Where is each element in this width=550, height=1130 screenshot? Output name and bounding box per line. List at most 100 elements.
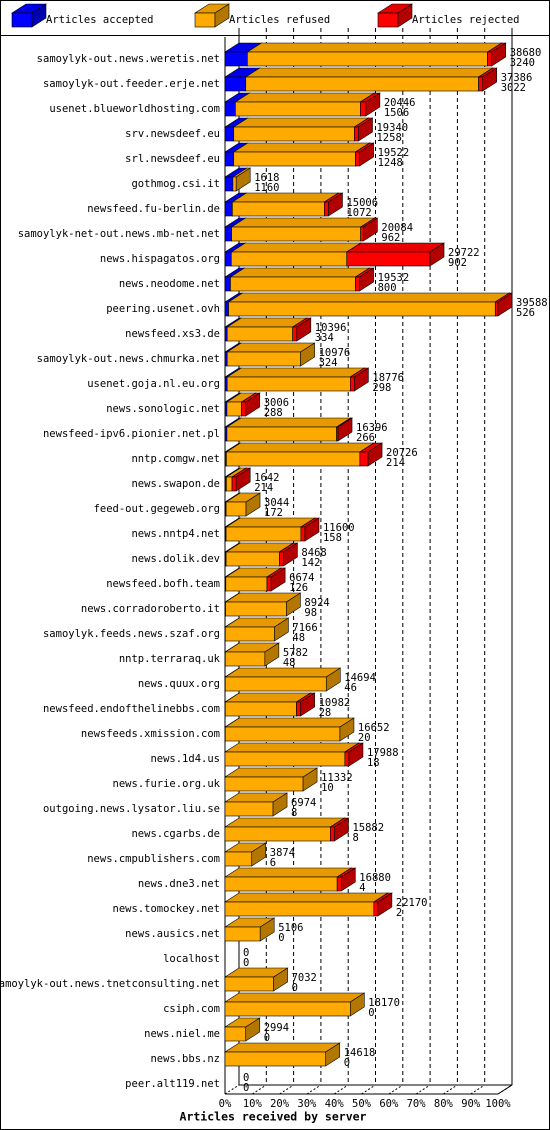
tick-mark xyxy=(443,1084,458,1095)
bar-total-label: 16396 xyxy=(356,422,388,434)
category-label: newsfeed-ipv6.pionier.net.pl xyxy=(43,428,220,440)
bar-total-label: 7032 xyxy=(292,972,317,984)
bar-segment xyxy=(223,842,267,867)
bar-accepted-label: 0 xyxy=(368,1007,374,1019)
bar-segment xyxy=(246,42,503,67)
bar-segment-front xyxy=(346,251,431,267)
bar-segment xyxy=(225,417,352,442)
bar-accepted-label: 1072 xyxy=(346,207,371,219)
bar-segment xyxy=(372,892,393,917)
bar-segment xyxy=(224,642,280,667)
x-tick-label: 70% xyxy=(407,1098,427,1110)
category-label: usenet.blueworldhosting.com xyxy=(49,103,220,115)
bar-segment-top xyxy=(224,692,312,703)
bar-segment-top xyxy=(223,992,366,1003)
bar-segment-top xyxy=(225,417,352,428)
bar-segment-front xyxy=(224,51,248,67)
bar-segment xyxy=(336,867,357,892)
bar-segment xyxy=(494,292,514,317)
bar-segment-side xyxy=(359,142,374,167)
bar-accepted-label: 288 xyxy=(264,407,283,419)
bar-segment-top xyxy=(230,217,376,228)
bar-segment-top xyxy=(226,367,366,378)
bar-accepted-label: 48 xyxy=(292,632,305,644)
bar-total-label: 10982 xyxy=(319,697,351,709)
legend-label: Articles accepted xyxy=(46,14,153,26)
bar-segment xyxy=(486,42,507,67)
bar-segment-front xyxy=(224,201,233,217)
bar-segment-front xyxy=(224,726,341,742)
plot xyxy=(223,28,514,1095)
bar-total-label: 5106 xyxy=(278,922,303,934)
bar-segment xyxy=(223,767,319,792)
bar-segment xyxy=(224,617,290,642)
bar-segment-front xyxy=(224,851,253,867)
bar-segment xyxy=(343,742,364,767)
bar-segment-front xyxy=(224,276,231,292)
category-label: srl.newsdeef.eu xyxy=(125,153,220,165)
bar-segment-side xyxy=(264,642,280,667)
bar-total-label: 16652 xyxy=(358,722,390,734)
bar-segment xyxy=(329,817,350,842)
bar-segment-side xyxy=(286,592,301,617)
bar-segment-front xyxy=(228,301,496,317)
category-label: news.cmpublishers.com xyxy=(87,853,220,865)
bar-total-label: 15006 xyxy=(346,197,378,209)
bar-total-label: 39588 xyxy=(516,297,548,309)
bar-segment xyxy=(231,192,340,217)
bar-segment-front xyxy=(233,126,355,142)
bar-total-label: 15882 xyxy=(352,822,384,834)
category-label: nntp.comgw.net xyxy=(131,453,220,465)
bar-total-label: 0 xyxy=(243,947,249,959)
bar-segment-front xyxy=(232,176,237,192)
bar-segment-top xyxy=(232,142,371,153)
bar-segment-top xyxy=(246,42,503,53)
bar-segment xyxy=(223,867,353,892)
bar-accepted-label: 142 xyxy=(301,557,320,569)
category-label: news.ausics.net xyxy=(125,928,220,940)
bar-total-label: 38680 xyxy=(510,47,542,59)
bar-segment-side xyxy=(337,417,353,442)
bar-total-label: 16880 xyxy=(359,872,391,884)
category-label: newsfeed.xs3.de xyxy=(125,328,220,340)
bar-segment xyxy=(231,467,252,492)
bar-segment xyxy=(358,442,384,467)
bar-segment-side xyxy=(325,1042,341,1067)
legend-swatch-front xyxy=(377,12,399,28)
category-label: samoylyk.feeds.news.szaf.org xyxy=(43,628,220,640)
bar-segment-front xyxy=(224,251,232,267)
x-tick-label: 10% xyxy=(243,1098,263,1110)
bar-segment xyxy=(230,242,362,267)
bar-segment-top xyxy=(225,517,316,528)
category-label: outgoing.news.lysator.liu.se xyxy=(43,803,220,815)
bar-segment-front xyxy=(224,651,266,667)
bar-segment xyxy=(223,1042,341,1067)
bar-accepted-label: 10 xyxy=(321,782,334,794)
bar-segment-side xyxy=(245,492,261,517)
bar-accepted-label: 0 xyxy=(278,932,284,944)
bar-segment-top xyxy=(223,892,389,903)
bar-total-label: 22170 xyxy=(396,897,428,909)
bar-segment-side xyxy=(259,917,275,942)
bar-accepted-label: 172 xyxy=(264,507,283,519)
bar-accepted-label: 298 xyxy=(372,382,391,394)
bar-total-label: 6674 xyxy=(289,572,314,584)
bar-segment-front xyxy=(355,151,360,167)
bar-segment xyxy=(244,67,494,92)
category-label: newsfeed.endofthelinebbs.com xyxy=(43,703,220,715)
tick-mark xyxy=(279,1084,294,1095)
category-label: samoylyk-out.news.tnetconsulting.net xyxy=(0,978,220,990)
bar-accepted-label: 20 xyxy=(358,732,371,744)
x-tick-label: 20% xyxy=(270,1098,290,1110)
bar-segment-side xyxy=(491,42,507,67)
bar-accepted-label: 4 xyxy=(359,882,365,894)
bar-segment xyxy=(299,517,321,542)
bar-segment-side xyxy=(340,867,356,892)
bar-segment-front xyxy=(224,301,229,317)
bar-segment xyxy=(224,667,342,692)
bar-segment-top xyxy=(227,292,511,303)
bar-accepted-label: 962 xyxy=(381,232,400,244)
bar-segment-front xyxy=(225,501,247,517)
bar-segment-front xyxy=(224,701,297,717)
bar-segment-front xyxy=(224,676,327,692)
